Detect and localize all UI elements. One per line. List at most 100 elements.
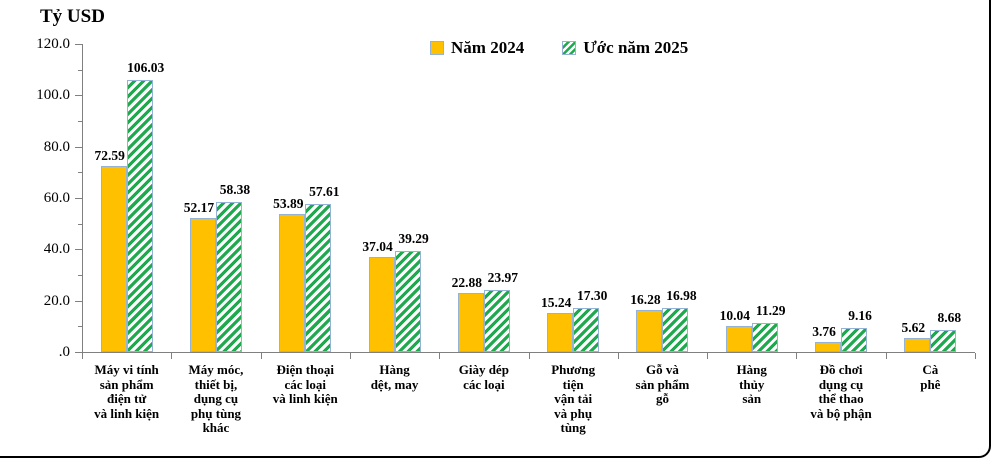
value-label-2025: 106.03 (127, 59, 165, 75)
category-label-line: Hàng (736, 362, 767, 377)
y-axis-tick (75, 249, 82, 251)
bar-2025 (305, 204, 332, 352)
bar-2024 (189, 218, 216, 352)
category-label: Máy móc, thiết bị, dụng cụ phụ tùng khác (171, 362, 260, 436)
category-label: Giày dép các loại (439, 362, 528, 392)
y-axis-tick (78, 275, 82, 276)
value-label-2025: 58.38 (219, 182, 251, 198)
value-label-2024: 22.88 (451, 275, 483, 291)
value-label-2024: 10.04 (719, 308, 750, 324)
value-label-2024: 37.04 (362, 238, 393, 254)
category-label-line: dụng cụ (818, 376, 864, 392)
x-axis-tick (171, 353, 173, 359)
value-label-2025: 57.61 (309, 184, 340, 200)
x-axis-tick (885, 353, 887, 359)
value-label-2024: 53.89 (273, 195, 304, 211)
legend-item-2025: Ước năm 2025 (562, 38, 688, 58)
x-axis-tick (617, 353, 619, 359)
value-label-2024: 15.24 (540, 294, 572, 310)
legend: Năm 2024 Ước năm 2025 (430, 38, 688, 58)
y-axis-tick-label: 60.0 (43, 190, 70, 206)
category-label-line: điện tử (107, 391, 147, 406)
bar-2025 (751, 323, 778, 352)
category-label: Máy vi tính sản phẩm điện tử và linh kiện (82, 362, 171, 421)
bar-2025 (394, 251, 421, 352)
category-label-line: Giày dép (458, 362, 509, 377)
category-label: Cà phê (886, 362, 975, 392)
category-label-line: phụ tùng (190, 405, 242, 421)
y-axis-tick (78, 69, 82, 71)
category-label-line: Gỗ và (646, 362, 679, 377)
category-label-line: tiện (562, 376, 584, 392)
bar-2025 (841, 328, 868, 352)
category-label-line: tùng (560, 420, 586, 435)
legend-swatch-2025-icon (562, 41, 577, 55)
y-axis-tick-label: 100.0 (36, 87, 70, 104)
y-axis-line (82, 44, 83, 352)
y-axis-tick (75, 352, 82, 353)
y-axis-tick (75, 44, 82, 45)
y-axis-tick (78, 172, 82, 174)
legend-swatch-2024-icon (430, 41, 444, 55)
category-label-line: dụng cụ (193, 391, 239, 406)
category-label: Phương tiện vận tải và phụ tùng (529, 362, 618, 436)
y-axis-tick (75, 300, 82, 302)
value-label-2024: 16.28 (630, 292, 661, 308)
y-axis-tick-label: 80.0 (43, 138, 70, 155)
category-label-line: gỗ (655, 391, 669, 406)
category-label-line: các loại (284, 376, 326, 392)
value-label-2025: 39.29 (398, 231, 429, 247)
y-axis-tick (75, 95, 82, 97)
category-label-line: Cà (922, 362, 939, 377)
category-label-line: thiết bị, (194, 376, 238, 392)
category-label-line: Điện thoại (276, 362, 334, 377)
y-axis-tick-label: 40.0 (43, 241, 70, 258)
x-axis-tick (349, 353, 351, 359)
value-label-2025: 16.98 (666, 288, 697, 304)
bar-2024 (368, 256, 395, 352)
bar-2024 (815, 342, 842, 352)
category-label-line: Máy móc, (188, 362, 244, 377)
value-label-2024: 72.59 (94, 147, 125, 163)
bar-2025 (126, 79, 153, 352)
category-label-line: dệt, may (370, 376, 419, 392)
bar-2024 (636, 310, 663, 352)
value-label-2024: 3.76 (812, 324, 836, 340)
x-axis-tick (707, 353, 709, 359)
category-label-line: các loại (463, 376, 505, 392)
value-label-2025: 9.16 (848, 308, 872, 324)
category-label-line: khác (202, 420, 230, 435)
category-label-line: vận tải (554, 391, 593, 406)
category-label-line: Hàng (379, 362, 410, 377)
category-label: Gỗ và sản phẩm gỗ (618, 362, 707, 407)
y-axis-tick (75, 198, 82, 199)
bar-2024 (547, 312, 574, 352)
category-label-line: và bộ phận (810, 405, 872, 421)
value-label-2025: 11.29 (755, 303, 786, 319)
category-label-line: Đồ chơi (819, 362, 863, 377)
y-axis-tick-label: .0 (58, 344, 70, 360)
category-label: Hàng thủy sản (707, 362, 796, 407)
bar-2024 (100, 165, 127, 352)
x-axis-tick (975, 353, 976, 359)
legend-item-2024: Năm 2024 (430, 38, 524, 58)
bar-2025 (930, 329, 957, 352)
x-axis-tick (528, 353, 530, 359)
bar-2024 (279, 213, 306, 352)
category-label-line: và phụ (554, 405, 593, 421)
value-label-2025: 23.97 (487, 270, 519, 286)
axis-unit-title: Tỷ USD (40, 6, 105, 27)
y-axis-tick (78, 223, 82, 225)
x-axis-tick (796, 353, 798, 359)
bar-2025 (662, 308, 689, 352)
category-label-line: sản (742, 391, 762, 406)
category-label-line: phê (920, 376, 941, 392)
bar-2024 (725, 326, 752, 352)
bar-2025 (215, 202, 242, 352)
value-label-2024: 52.17 (183, 200, 215, 216)
bar-2024 (904, 337, 931, 352)
y-axis-tick-label: 20.0 (43, 292, 70, 309)
y-axis-tick (78, 326, 82, 328)
